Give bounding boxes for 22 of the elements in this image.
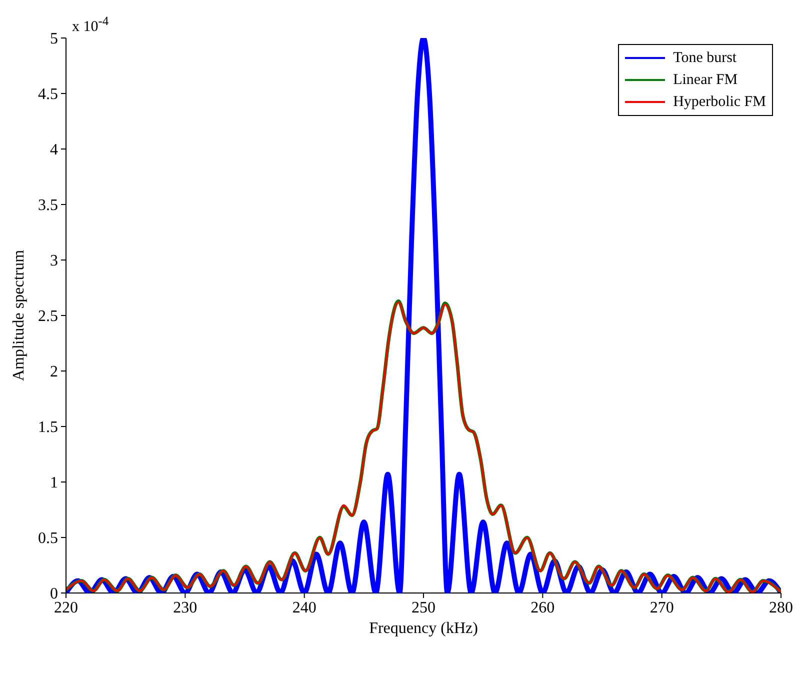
y-tick-label: 2: [50, 364, 58, 381]
y-tick-label: 4: [50, 142, 58, 159]
legend-label: Hyperbolic FM: [673, 94, 766, 110]
y-tick-label: 1: [50, 474, 58, 492]
y-tick-label: 2.5: [38, 308, 58, 326]
x-tick-label: 260: [530, 599, 555, 616]
y-tick-label: 1.5: [38, 419, 58, 436]
x-axis-title: Frequency (kHz): [369, 620, 478, 637]
x-tick-label: 240: [292, 599, 316, 616]
legend-label: Tone burst: [673, 50, 737, 66]
x-tick-label: 230: [173, 599, 198, 616]
x-tick-label: 250: [412, 599, 436, 616]
text: x 10$^{-4}$: [72, 14, 109, 36]
legend-label: Linear FM: [673, 72, 738, 88]
x-tick-label: 270: [650, 599, 674, 616]
y-tick-label: 0.5: [38, 530, 58, 548]
y-axis-title: Amplitude spectrum: [10, 249, 28, 382]
y-tick-label: 3.5: [38, 197, 58, 214]
y-tick-label: 5: [50, 30, 58, 48]
y-tick-label: 3: [50, 252, 58, 270]
y-tick-label: 4.5: [38, 86, 58, 104]
x-tick-label: 280: [769, 599, 793, 616]
